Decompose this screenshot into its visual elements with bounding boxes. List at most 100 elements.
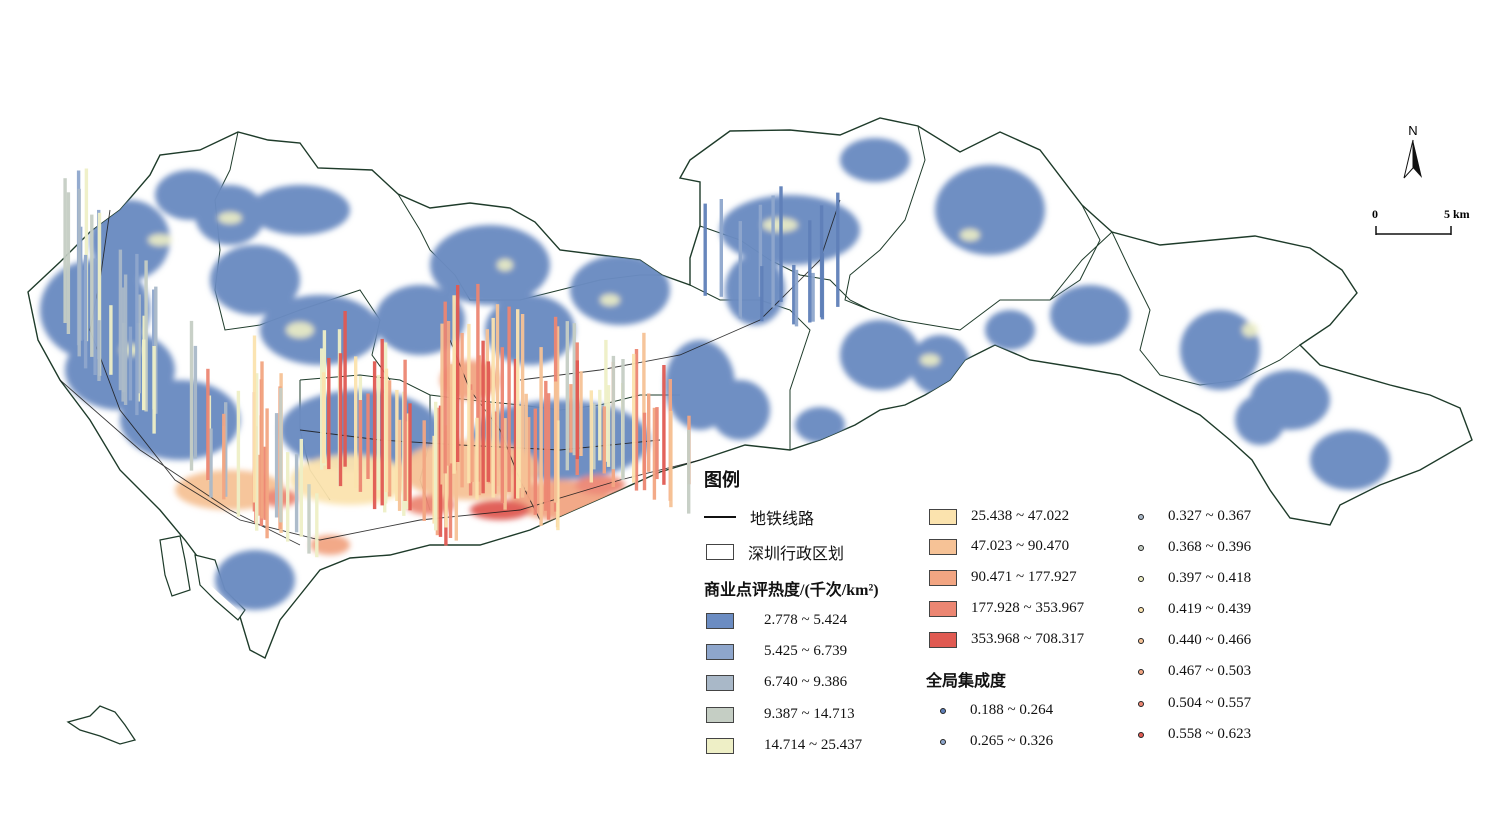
concentration-bar [209, 428, 213, 498]
concentration-bar [602, 406, 606, 474]
heat-range-label: 177.928 ~ 353.967 [971, 600, 1085, 616]
concentration-bar [495, 304, 500, 486]
concentration-bar [137, 294, 141, 394]
concentration-legend-title: 全局集成度 [926, 673, 1007, 690]
concentration-bar [533, 408, 537, 515]
concentration-range-label: 0.440 ~ 0.466 [1168, 632, 1252, 648]
concentration-bar [779, 186, 783, 302]
concentration-bar [397, 419, 402, 511]
concentration-bar [481, 340, 485, 494]
district-symbol [706, 544, 734, 560]
concentration-bar [299, 438, 303, 537]
concentration-bar [632, 353, 636, 483]
concentration-bar [380, 338, 384, 506]
concentration-bar [546, 393, 551, 520]
concentration-bar [604, 339, 608, 462]
heat-swatch [706, 643, 734, 660]
north-label: N [1408, 123, 1417, 138]
concentration-bar [84, 168, 89, 342]
concentration-bar [758, 204, 763, 297]
concentration-bar [93, 258, 97, 375]
concentration-bar [539, 347, 543, 526]
heat-range-label: 353.968 ~ 708.317 [971, 631, 1085, 647]
heat-range-label: 2.778 ~ 5.424 [764, 612, 848, 628]
heat-range-label: 9.387 ~ 14.713 [764, 706, 855, 722]
concentration-bar [662, 365, 666, 485]
concentration-bar [252, 335, 257, 503]
concentration-bar [206, 368, 210, 481]
concentration-bar [321, 372, 326, 464]
concentration-bar [354, 356, 358, 488]
concentration-dot-symbol [1138, 544, 1144, 551]
concentration-legend-item: 0.265 ~ 0.326 [940, 733, 1053, 750]
heat-range-label: 90.471 ~ 177.927 [971, 569, 1077, 585]
concentration-bar [435, 407, 440, 536]
concentration-bar [493, 411, 497, 494]
concentration-range-label: 0.467 ~ 0.503 [1168, 663, 1252, 679]
concentration-range-label: 0.419 ~ 0.439 [1168, 601, 1252, 617]
concentration-bar [460, 332, 464, 488]
concentration-bar [263, 446, 267, 520]
scale-zero: 0 [1372, 207, 1378, 221]
legend-subway-label: 地铁线路 [750, 511, 815, 528]
heat-legend-item: 90.471 ~ 177.927 [929, 569, 1077, 586]
concentration-legend-item: 0.419 ~ 0.439 [1138, 601, 1251, 618]
concentration-legend-item: 0.188 ~ 0.264 [940, 702, 1053, 719]
concentration-bar [544, 380, 548, 511]
concentration-dot-symbol [1138, 700, 1144, 707]
concentration-legend-item: 0.467 ~ 0.503 [1138, 663, 1251, 680]
heat-range-label: 25.438 ~ 47.022 [971, 508, 1070, 524]
concentration-bar [142, 339, 146, 411]
concentration-bar [97, 320, 101, 381]
concentration-range-label: 0.188 ~ 0.264 [970, 702, 1054, 718]
concentration-bar [556, 420, 560, 531]
concentration-bar [606, 385, 611, 467]
concentration-bar [500, 347, 504, 503]
concentration-bar [440, 323, 444, 485]
concentration-bar [118, 249, 123, 391]
concentration-dot-symbol [940, 707, 946, 714]
concentration-range-label: 0.368 ~ 0.396 [1168, 539, 1252, 555]
concentration-legend-item: 0.558 ~ 0.623 [1138, 726, 1251, 743]
concentration-bar [274, 413, 279, 518]
concentration-bar [524, 393, 528, 491]
heat-legend-item: 14.714 ~ 25.437 [706, 737, 862, 754]
concentration-range-label: 0.397 ~ 0.418 [1168, 570, 1252, 586]
concentration-dot-symbol [1138, 513, 1144, 520]
concentration-bar [144, 260, 148, 412]
concentration-bar [642, 412, 647, 491]
concentration-legend-item: 0.327 ~ 0.367 [1138, 508, 1251, 525]
concentration-bar [403, 359, 407, 501]
concentration-bar [128, 326, 133, 401]
concentration-bar [819, 205, 824, 318]
concentration-bar [572, 323, 576, 456]
heat-range-label: 5.425 ~ 6.739 [764, 643, 848, 659]
legend-title: 图例 [704, 470, 740, 490]
concentration-bar [503, 418, 507, 510]
concentration-bar [307, 484, 311, 554]
concentration-bar [286, 452, 290, 542]
concentration-bar [189, 320, 194, 471]
heat-legend-item: 177.928 ~ 353.967 [929, 600, 1084, 617]
concentration-bar [338, 353, 343, 487]
scale-end: 5 km [1444, 207, 1470, 221]
concentration-bar [456, 285, 460, 462]
heat-swatch [706, 674, 734, 691]
concentration-bar [575, 360, 579, 460]
concentration-bar [687, 429, 691, 514]
concentration-bar [470, 389, 474, 482]
concentration-bar [507, 306, 511, 492]
concentration-bar [135, 253, 139, 416]
concentration-bars [63, 168, 840, 558]
concentration-legend-item: 0.368 ~ 0.396 [1138, 539, 1251, 556]
heat-range-label: 6.740 ~ 9.386 [764, 674, 848, 690]
concentration-bar [109, 305, 113, 375]
concentration-bar [121, 287, 125, 402]
heat-legend-item: 6.740 ~ 9.386 [706, 674, 847, 691]
concentration-bar [434, 401, 438, 531]
heat-swatch [706, 706, 734, 723]
concentration-bar [395, 389, 399, 501]
concentration-bar [792, 264, 796, 325]
concentration-bar [554, 381, 558, 503]
